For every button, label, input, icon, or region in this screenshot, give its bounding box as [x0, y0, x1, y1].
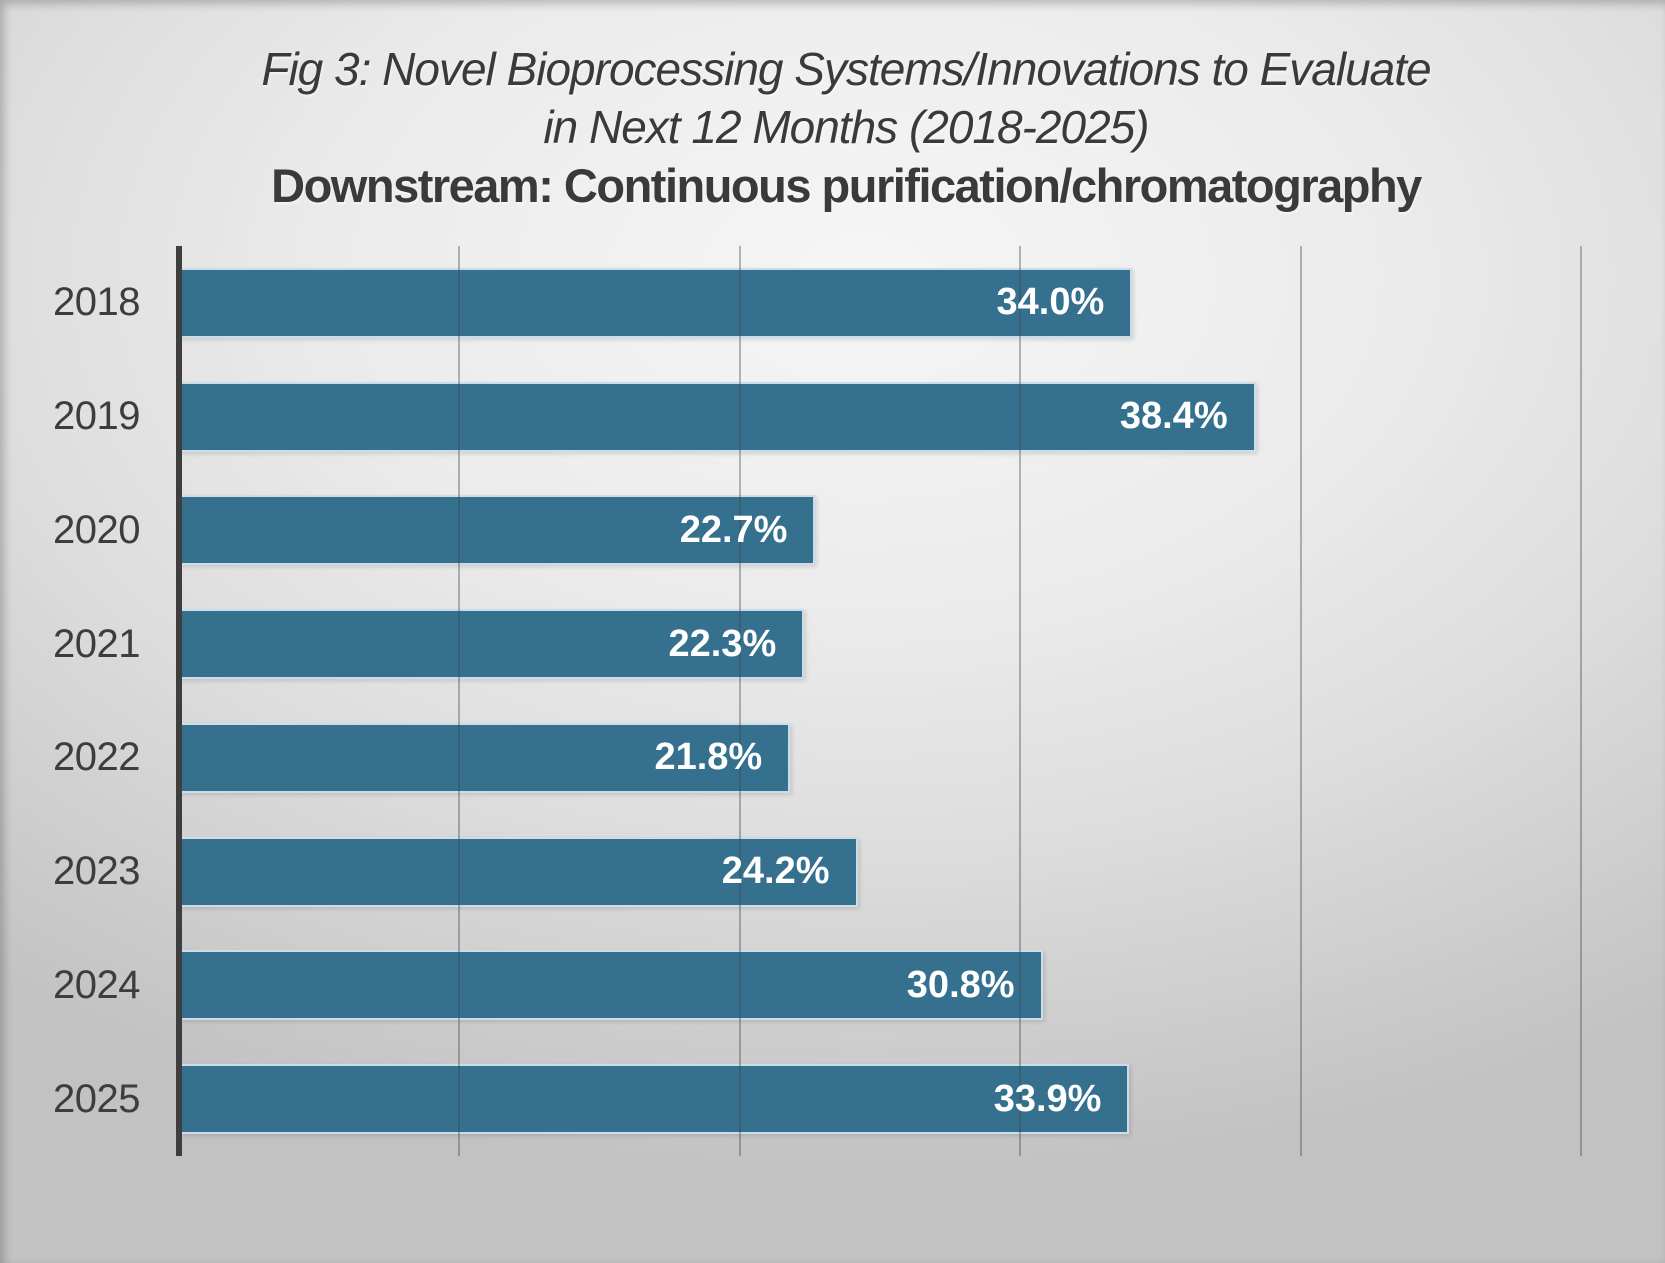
- bar-rows: 2018 34.0% 2019 38.4% 2020 22.7% 2021 22.3% 2022…: [0, 246, 1665, 1156]
- category-label: 2019: [53, 394, 140, 439]
- category-label: 2022: [53, 735, 140, 780]
- value-label: 30.8%: [906, 963, 1015, 1006]
- bar-2019: 38.4%: [179, 381, 1256, 452]
- bar-row: 2022 21.8%: [0, 701, 1665, 815]
- category-axis-line: [176, 246, 182, 1156]
- bar-row: 2021 22.3%: [0, 587, 1665, 701]
- chart-title-line2: in Next 12 Months (2018-2025): [543, 101, 1149, 153]
- bar-row: 2018 34.0%: [0, 246, 1665, 360]
- bar-track: 24.2%: [179, 815, 1665, 929]
- bar-track: 34.0%: [179, 246, 1665, 360]
- bar-track: 30.8%: [179, 929, 1665, 1043]
- category-label: 2020: [53, 507, 140, 552]
- bar-2018: 34.0%: [179, 267, 1133, 338]
- bar-2020: 22.7%: [179, 495, 816, 566]
- bar-track: 22.7%: [179, 474, 1665, 588]
- value-label: 33.9%: [993, 1077, 1102, 1120]
- category-label: 2024: [53, 962, 140, 1007]
- bar-2025: 33.9%: [179, 1064, 1130, 1135]
- bar-row: 2024 30.8%: [0, 929, 1665, 1043]
- bar-track: 33.9%: [179, 1042, 1665, 1156]
- chart-titles: Fig 3: Novel Bioprocessing Systems/Innov…: [27, 40, 1665, 216]
- bar-2021: 22.3%: [179, 609, 805, 680]
- value-label: 21.8%: [654, 736, 763, 779]
- bar-track: 21.8%: [179, 701, 1665, 815]
- category-label: 2025: [53, 1076, 140, 1121]
- value-label: 34.0%: [996, 281, 1105, 324]
- bar-row: 2019 38.4%: [0, 360, 1665, 474]
- bar-track: 22.3%: [179, 587, 1665, 701]
- bar-2022: 21.8%: [179, 722, 791, 793]
- chart-title-line1: Fig 3: Novel Bioprocessing Systems/Innov…: [261, 43, 1431, 95]
- category-label: 2023: [53, 849, 140, 894]
- bar-row: 2023 24.2%: [0, 815, 1665, 929]
- value-label: 38.4%: [1119, 395, 1228, 438]
- category-label: 2021: [53, 621, 140, 666]
- bar-2024: 30.8%: [179, 950, 1043, 1021]
- value-label: 22.7%: [679, 508, 788, 551]
- bar-2023: 24.2%: [179, 836, 858, 907]
- plot-area: 2018 34.0% 2019 38.4% 2020 22.7% 2021 22.3% 2022…: [0, 246, 1665, 1156]
- bar-row: 2020 22.7%: [0, 474, 1665, 588]
- category-label: 2018: [53, 280, 140, 325]
- value-label: 22.3%: [668, 622, 777, 665]
- bar-track: 38.4%: [179, 360, 1665, 474]
- chart-subtitle: Downstream: Continuous purification/chro…: [271, 159, 1422, 212]
- bar-row: 2025 33.9%: [0, 1042, 1665, 1156]
- value-label: 24.2%: [721, 850, 830, 893]
